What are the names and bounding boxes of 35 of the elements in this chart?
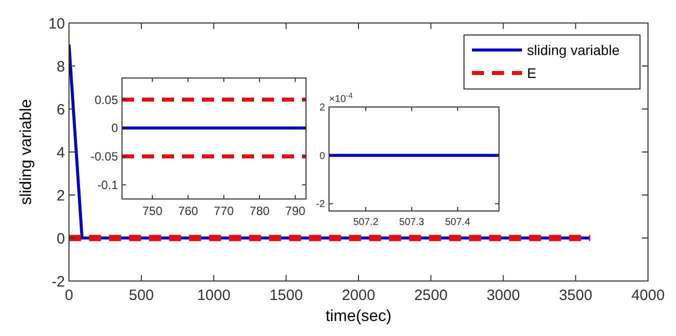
legend-label: E: [527, 64, 536, 81]
x-tick-label: 2500: [414, 287, 448, 304]
x-tick-label: 3500: [558, 287, 592, 304]
x-tick-label: 4000: [631, 287, 665, 304]
y-tick-label: 2: [319, 102, 326, 114]
y-tick-label: -0.05: [90, 150, 118, 164]
y-tick-label: 0: [319, 150, 326, 162]
y-tick-label: 6: [56, 101, 65, 118]
x-tick-label: 500: [128, 287, 154, 304]
x-tick-label: 507.2: [353, 217, 379, 228]
x-tick-label: 750: [142, 204, 163, 218]
x-tick-label: 780: [250, 204, 270, 218]
y-tick-label: 10: [48, 15, 65, 32]
x-tick-label: 1500: [269, 287, 303, 304]
x-tick-label: 790: [285, 204, 306, 218]
y-tick-label: 2: [56, 187, 65, 204]
y-tick-label: -2: [316, 199, 326, 210]
annotation: ×10$^{-4}$: [329, 90, 353, 105]
x-tick-label: 507.3: [399, 217, 425, 228]
x-tick-label: 507.4: [445, 217, 471, 228]
x-tick-label: 2000: [342, 287, 376, 304]
y-tick-label: 8: [56, 58, 65, 76]
x-tick-label: 770: [214, 204, 234, 218]
x-tick-label: 3000: [486, 287, 520, 304]
y-tick-label: 0.05: [94, 92, 118, 107]
y-tick-label: 0: [56, 230, 65, 248]
x-tick-label: 760: [178, 204, 198, 218]
y-axis-title: sliding variable: [18, 98, 35, 205]
legend-label: sliding variable: [527, 42, 620, 58]
x-axis-title: time(sec): [326, 308, 392, 325]
y-tick-label: 4: [56, 144, 65, 162]
x-tick-label: 1000: [197, 287, 230, 304]
y-tick-label: -2: [52, 273, 65, 290]
y-tick-label: -0.1: [97, 178, 118, 192]
y-tick-label: 0: [111, 121, 118, 136]
